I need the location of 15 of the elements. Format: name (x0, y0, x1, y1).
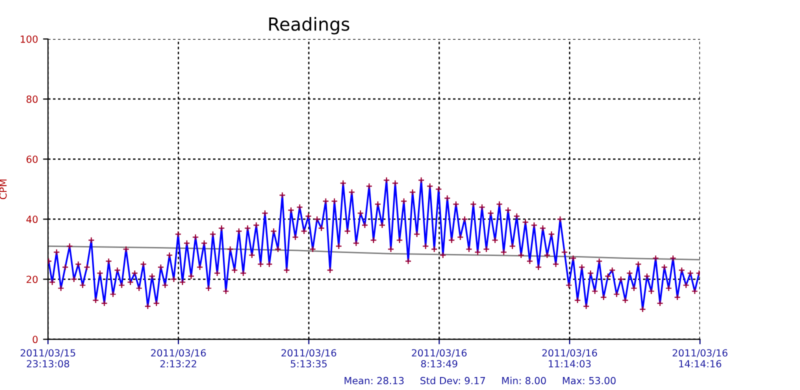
y-tick-label: 100 (20, 35, 38, 43)
y-tick-label: 80 (26, 96, 38, 103)
y-tick-label: 0 (32, 336, 38, 344)
x-tick-label: 2011/03/16 11:14:03 (542, 349, 598, 368)
y-tick-label: 20 (26, 276, 38, 284)
x-tick-label: 2011/03/16 14:14:16 (672, 349, 728, 368)
x-tick-label: 2011/03/16 8:13:49 (412, 349, 467, 368)
chart-title: Readings (269, 16, 350, 34)
x-tick-label: 2011/03/16 5:13:35 (281, 349, 336, 368)
line-series (48, 246, 700, 260)
text: Mean: 28.13 Std Dev: 9.17 Min: 8.00 Max: 53.00 (344, 376, 616, 384)
y-tick-label: 40 (26, 216, 38, 224)
y-tick-label: 60 (26, 156, 38, 163)
x-tick-label: 2011/03/16 2:13:22 (151, 349, 206, 368)
x-tick-label: 2011/03/15 23:13:08 (20, 349, 76, 368)
